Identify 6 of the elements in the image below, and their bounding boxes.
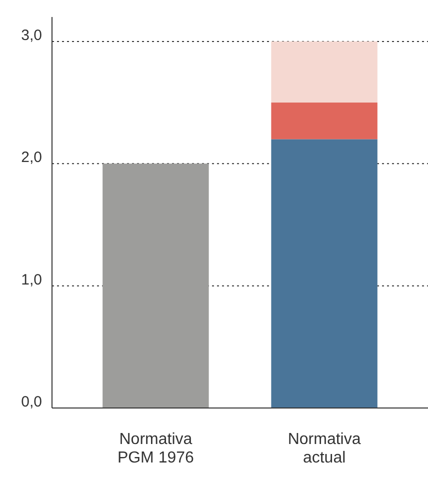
y-tick-label: 2,0: [21, 149, 42, 166]
y-tick-label: 1,0: [21, 271, 42, 288]
x-tick-label: Normativa actual: [288, 431, 361, 466]
x-tick-label: Normativa PGM 1976: [117, 431, 194, 466]
y-tick-label: 3,0: [21, 26, 42, 44]
y-tick-label: 0,0: [21, 394, 42, 410]
